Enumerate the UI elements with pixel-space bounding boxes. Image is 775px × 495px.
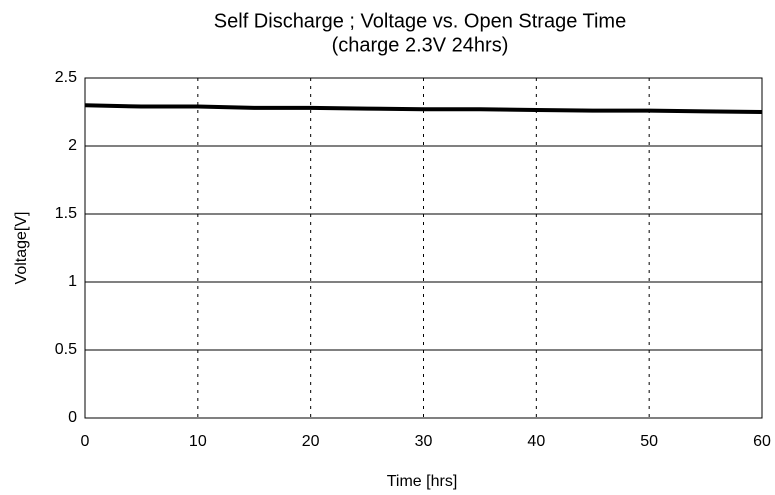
x-tick-label: 0 — [81, 433, 90, 450]
x-tick-label: 10 — [189, 433, 207, 450]
y-tick-label: 2 — [68, 137, 77, 154]
y-tick-label: 0.5 — [55, 341, 77, 358]
chart-subtitle: (charge 2.3V 24hrs) — [332, 34, 509, 56]
chart-title: Self Discharge ; Voltage vs. Open Strage… — [214, 10, 626, 32]
y-tick-label: 2.5 — [55, 69, 77, 86]
y-tick-label: 1.5 — [55, 205, 77, 222]
plot-frame — [84, 77, 763, 419]
x-tick-label: 20 — [302, 433, 320, 450]
data-line — [84, 103, 763, 114]
y-tick-label: 1 — [68, 273, 77, 290]
x-axis-label: Time [hrs] — [387, 473, 458, 490]
x-tick-label: 30 — [415, 433, 433, 450]
x-tick-label: 40 — [527, 433, 545, 450]
y-axis-label: Voltage[V] — [13, 212, 30, 285]
x-tick-label: 50 — [640, 433, 658, 450]
x-tick-label: 60 — [753, 433, 771, 450]
y-tick-label: 0 — [68, 409, 77, 426]
